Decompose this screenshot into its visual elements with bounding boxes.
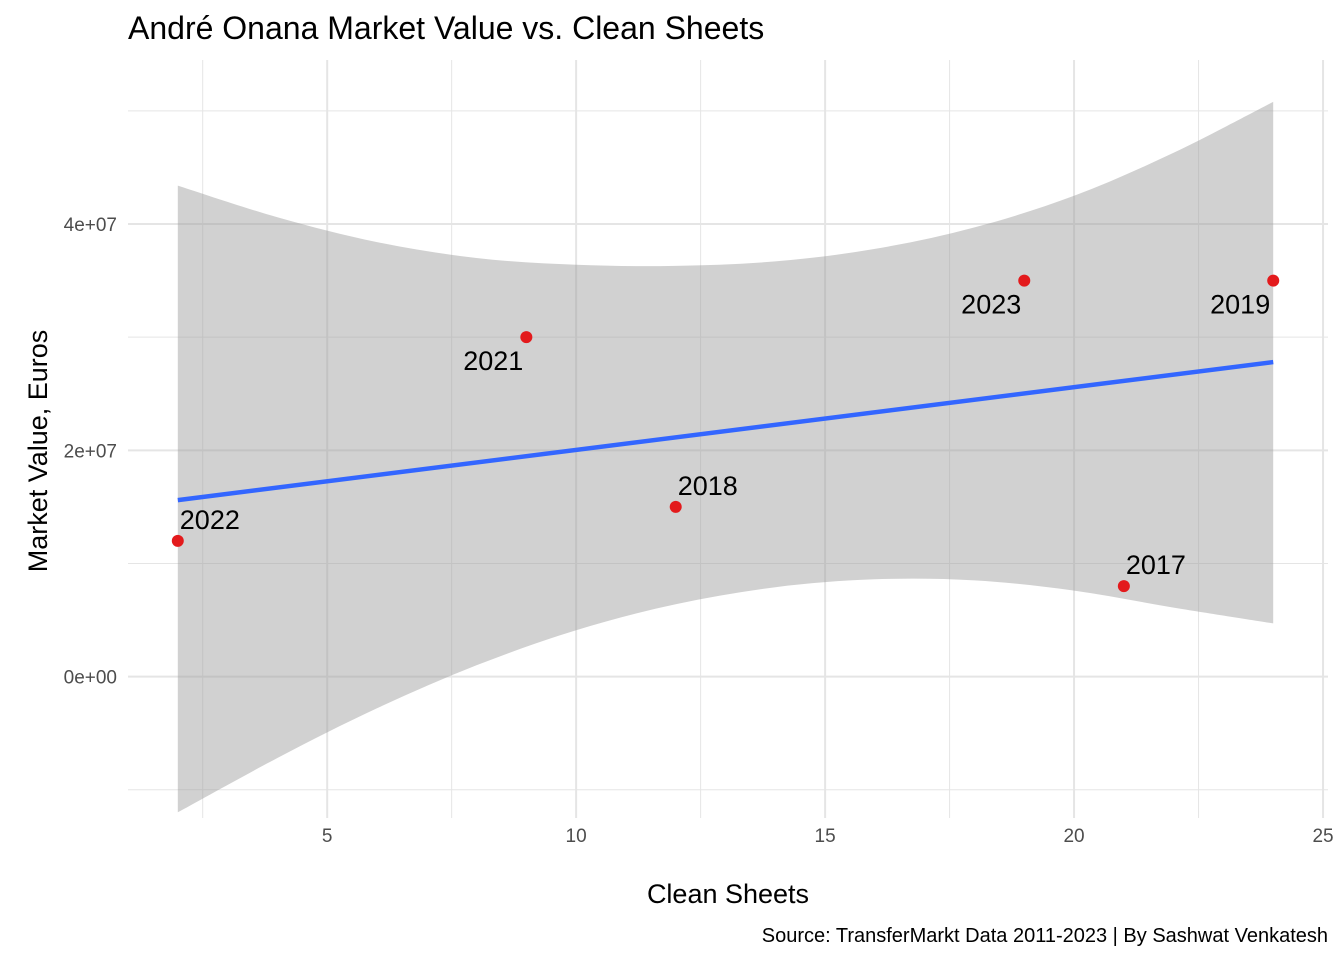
- source-caption: Source: TransferMarkt Data 2011-2023 | B…: [762, 925, 1328, 947]
- trend-line: [177, 359, 1274, 503]
- point-label: 2017: [1126, 550, 1186, 580]
- x-tick-label: 25: [1312, 826, 1333, 847]
- data-point: [1018, 274, 1031, 287]
- data-point: [1267, 274, 1280, 287]
- trend-line-layer: [177, 359, 1274, 503]
- y-tick-label: 4e+07: [64, 215, 117, 236]
- point-label: 2018: [678, 471, 738, 501]
- chart-title: André Onana Market Value vs. Clean Sheet…: [128, 10, 764, 46]
- point-label: 2019: [1210, 290, 1270, 320]
- y-tick-label: 0e+00: [64, 668, 117, 689]
- x-tick-label: 15: [815, 826, 836, 847]
- data-point: [520, 331, 533, 344]
- x-tick-label: 10: [566, 826, 587, 847]
- confidence-band: [177, 101, 1274, 813]
- point-labels-layer: 2022 2021 2018 2023 2017 2019: [180, 290, 1270, 580]
- point-label: 2023: [961, 290, 1021, 320]
- confidence-band-area: [177, 101, 1274, 813]
- x-tick-labels: 5 10 15 20 25: [322, 826, 1334, 847]
- point-label: 2022: [180, 505, 240, 535]
- x-axis-title: Clean Sheets: [647, 879, 809, 909]
- points-layer: [171, 274, 1280, 593]
- point-label: 2021: [463, 346, 523, 376]
- y-tick-label: 2e+07: [64, 441, 117, 462]
- y-tick-labels: 0e+00 2e+07 4e+07: [64, 215, 117, 689]
- major-gridlines: [128, 60, 1328, 818]
- x-tick-label: 5: [322, 826, 333, 847]
- x-tick-label: 20: [1063, 826, 1084, 847]
- data-point: [669, 500, 682, 513]
- y-axis-title: Market Value, Euros: [23, 330, 53, 573]
- data-point: [1117, 580, 1130, 593]
- data-point: [171, 534, 184, 547]
